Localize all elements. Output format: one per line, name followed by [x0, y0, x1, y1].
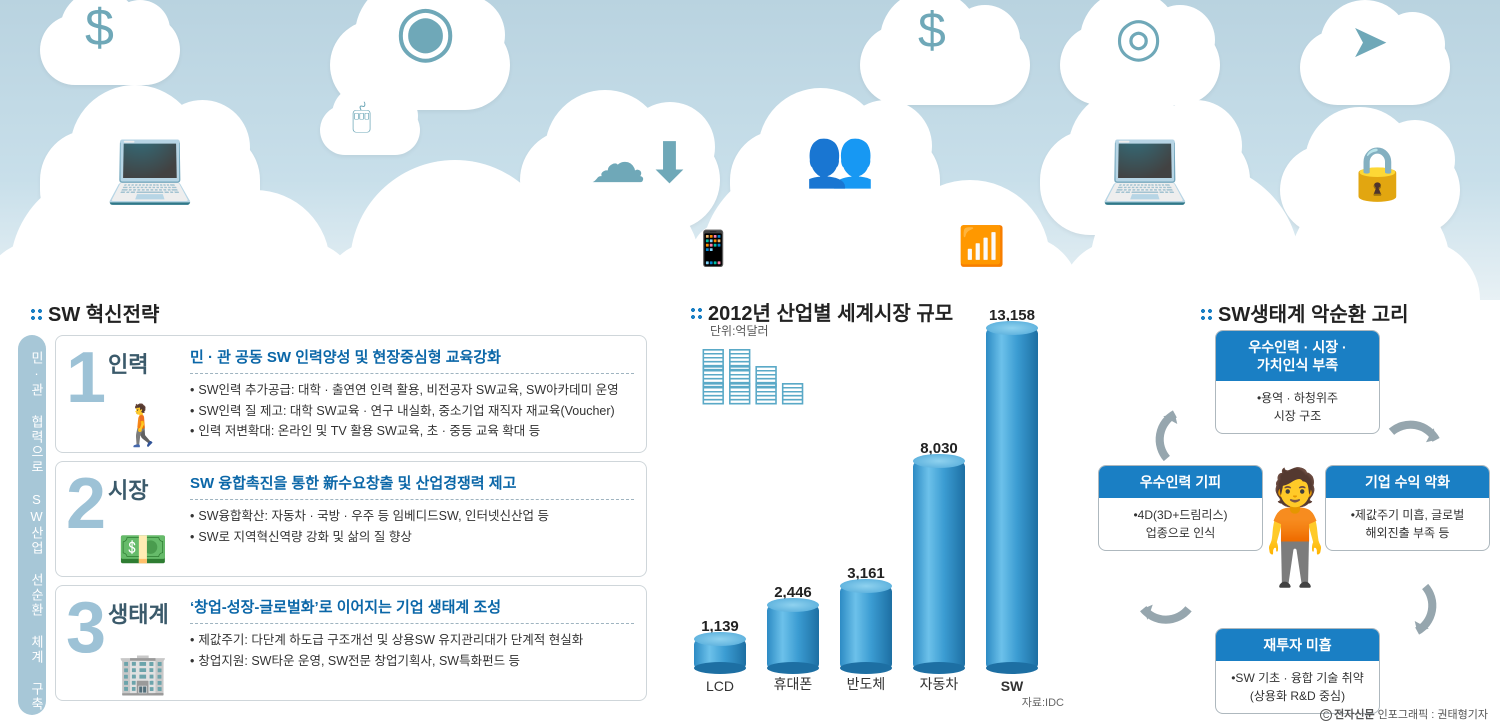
strategy-bullet: SW인력 추가공급: 대학 · 출연연 인력 활용, 비전공자 SW교육, SW…	[190, 380, 634, 401]
bar-label: SW	[976, 678, 1048, 694]
cycle-node-top: 우수인력 · 시장 ·가치인식 부족 •용역 · 하청위주시장 구조	[1215, 330, 1380, 434]
cycle-arrow-icon	[1375, 393, 1457, 475]
cycle-node-left: 우수인력 기피 •4D(3D+드림리스)업종으로 인식	[1098, 465, 1263, 551]
laptop-icon: 💻	[1100, 130, 1190, 202]
strategy-label: 인력	[108, 354, 148, 376]
strategy-bullet: 인력 저변확대: 온라인 및 TV 활용 SW교육, 초 · 중등 교육 확대 …	[190, 421, 634, 442]
cycle-node-header: 기업 수익 악화	[1326, 466, 1489, 498]
bar-label: LCD	[684, 678, 756, 694]
laptop-icon: 💻	[105, 130, 195, 202]
strategy-bullet: 제값주기: 다단계 하도급 구조개선 및 상용SW 유지관리대가 단계적 현실화	[190, 630, 634, 651]
strategy-bullets: 제값주기: 다단계 하도급 구조개선 및 상용SW 유지관리대가 단계적 현실화…	[190, 630, 634, 671]
cycle-node-body: •4D(3D+드림리스)업종으로 인식	[1099, 498, 1262, 550]
strategy-label: 생태계	[108, 604, 169, 626]
strategy-bullet: SW로 지역혁신역량 강화 및 삶의 질 향상	[190, 527, 634, 548]
strategy-bullets: SW융합확산: 자동차 · 국방 · 우주 등 임베디드SW, 인터넷신산업 등…	[190, 506, 634, 547]
strategy-icon: 💵	[118, 530, 168, 570]
strategy-card: 3생태계🏢‘창업-성장-글로벌화’로 이어지는 기업 생태계 조성제값주기: 다…	[55, 585, 647, 701]
strategy-number: 3생태계🏢	[58, 586, 183, 700]
cycle-node-header: 우수인력 · 시장 ·가치인식 부족	[1216, 331, 1379, 381]
bar-label: 자동차	[903, 674, 975, 694]
credit-text: 인포그래픽 : 권태형기자	[1378, 709, 1488, 721]
dollar-icon: $	[918, 5, 946, 55]
bar-label: 반도체	[830, 674, 902, 694]
strategy-bullet: SW인력 질 제고: 대학 SW교육 · 연구 내실화, 중소기업 재직자 재교…	[190, 401, 634, 422]
strategy-bullets: SW인력 추가공급: 대학 · 출연연 인력 활용, 비전공자 SW교육, SW…	[190, 380, 634, 442]
strategy-heading: ‘창업-성장-글로벌화’로 이어지는 기업 생태계 조성	[190, 596, 634, 624]
cycle-node-body: •제값주기 미흡, 글로벌해외진출 부족 등	[1326, 498, 1489, 550]
rss-icon: 📶	[958, 228, 1005, 266]
cycle-arrow-icon	[1382, 570, 1464, 652]
strategy-heading: 민 · 관 공동 SW 인력양성 및 현장중심형 교육강화	[190, 346, 634, 374]
bar-cylinder	[767, 605, 819, 668]
bar: 3,161	[840, 586, 892, 668]
bar: 13,158	[986, 328, 1038, 668]
bar: 8,030	[913, 461, 965, 668]
strategy-icon: 🚶	[118, 406, 168, 446]
strategy-card: 1인력🚶민 · 관 공동 SW 인력양성 및 현장중심형 교육강화SW인력 추가…	[55, 335, 647, 453]
strategy-number: 2시장💵	[58, 462, 183, 576]
bar-label: 휴대폰	[757, 674, 829, 694]
strategy-card: 2시장💵SW 융합촉진을 통한 新수요창출 및 산업경쟁력 제고SW융합확산: …	[55, 461, 647, 577]
bar: 1,139	[694, 639, 746, 668]
cycle-node-right: 기업 수익 악화 •제값주기 미흡, 글로벌해외진출 부족 등	[1325, 465, 1490, 551]
credit-line: C전자신문 인포그래픽 : 권태형기자	[1320, 706, 1488, 722]
cycle-node-bottom: 재투자 미흡 •SW 기초 · 융합 기술 취약(상용화 R&D 중심)	[1215, 628, 1380, 714]
section1-title: SW 혁신전략	[30, 298, 159, 327]
strategy-number: 1인력🚶	[58, 336, 183, 452]
strategy-bullet: 창업지원: SW타운 운영, SW전문 창업기획사, SW특화펀드 등	[190, 651, 634, 672]
people-icon: 👥	[805, 130, 875, 186]
credit-source: 전자신문	[1334, 709, 1374, 721]
cycle-diagram: 🧍 우수인력 · 시장 ·가치인식 부족 •용역 · 하청위주시장 구조 기업 …	[1100, 330, 1490, 720]
bar-cylinder	[694, 639, 746, 668]
bar-cylinder	[986, 328, 1038, 668]
disc-icon: ◉	[395, 0, 456, 65]
bar-chart: 1,139 2,446 3,161 8,030 13,158 LCD휴대폰반도체자동차S…	[672, 300, 1072, 710]
strategy-icon: 🏢	[118, 654, 168, 694]
dollar-icon: $	[85, 2, 114, 54]
target-icon: ◎	[1115, 10, 1162, 64]
chart-area: 1,139 2,446 3,161 8,030 13,158	[672, 300, 1072, 668]
section1-sidebar: 민·관 협력으로 SW산업 선순환 체계 구축	[18, 335, 46, 715]
cycle-node-header: 재투자 미흡	[1216, 629, 1379, 661]
section1-body: 1인력🚶민 · 관 공동 SW 인력양성 및 현장중심형 교육강화SW인력 추가…	[55, 335, 647, 709]
mouse-icon: 🖱	[352, 100, 371, 132]
strategy-heading: SW 융합촉진을 통한 新수요창출 및 산업경쟁력 제고	[190, 472, 634, 500]
cycle-arrow-icon	[1123, 570, 1205, 652]
bar-cylinder	[840, 586, 892, 668]
cloud-download-icon: ☁⬇	[590, 135, 693, 191]
strategy-bullet: SW융합확산: 자동차 · 국방 · 우주 등 임베디드SW, 인터넷신산업 등	[190, 506, 634, 527]
section3-title-text: SW생태계 악순환 고리	[1218, 304, 1409, 326]
cursor-icon: ➤	[1350, 18, 1389, 64]
section1-title-text: SW 혁신전략	[48, 304, 159, 326]
bar: 2,446	[767, 605, 819, 668]
cycle-node-body: •용역 · 하청위주시장 구조	[1216, 381, 1379, 433]
section3-title: SW생태계 악순환 고리	[1200, 298, 1409, 327]
chart-source: 자료:IDC	[1022, 694, 1064, 710]
bar-cylinder	[913, 461, 965, 668]
cycle-node-header: 우수인력 기피	[1099, 466, 1262, 498]
strategy-label: 시장	[108, 480, 148, 502]
phone-icon: 📱	[692, 232, 734, 266]
lock-icon: 🔒	[1345, 148, 1410, 200]
cycle-arrow-icon	[1128, 393, 1210, 475]
